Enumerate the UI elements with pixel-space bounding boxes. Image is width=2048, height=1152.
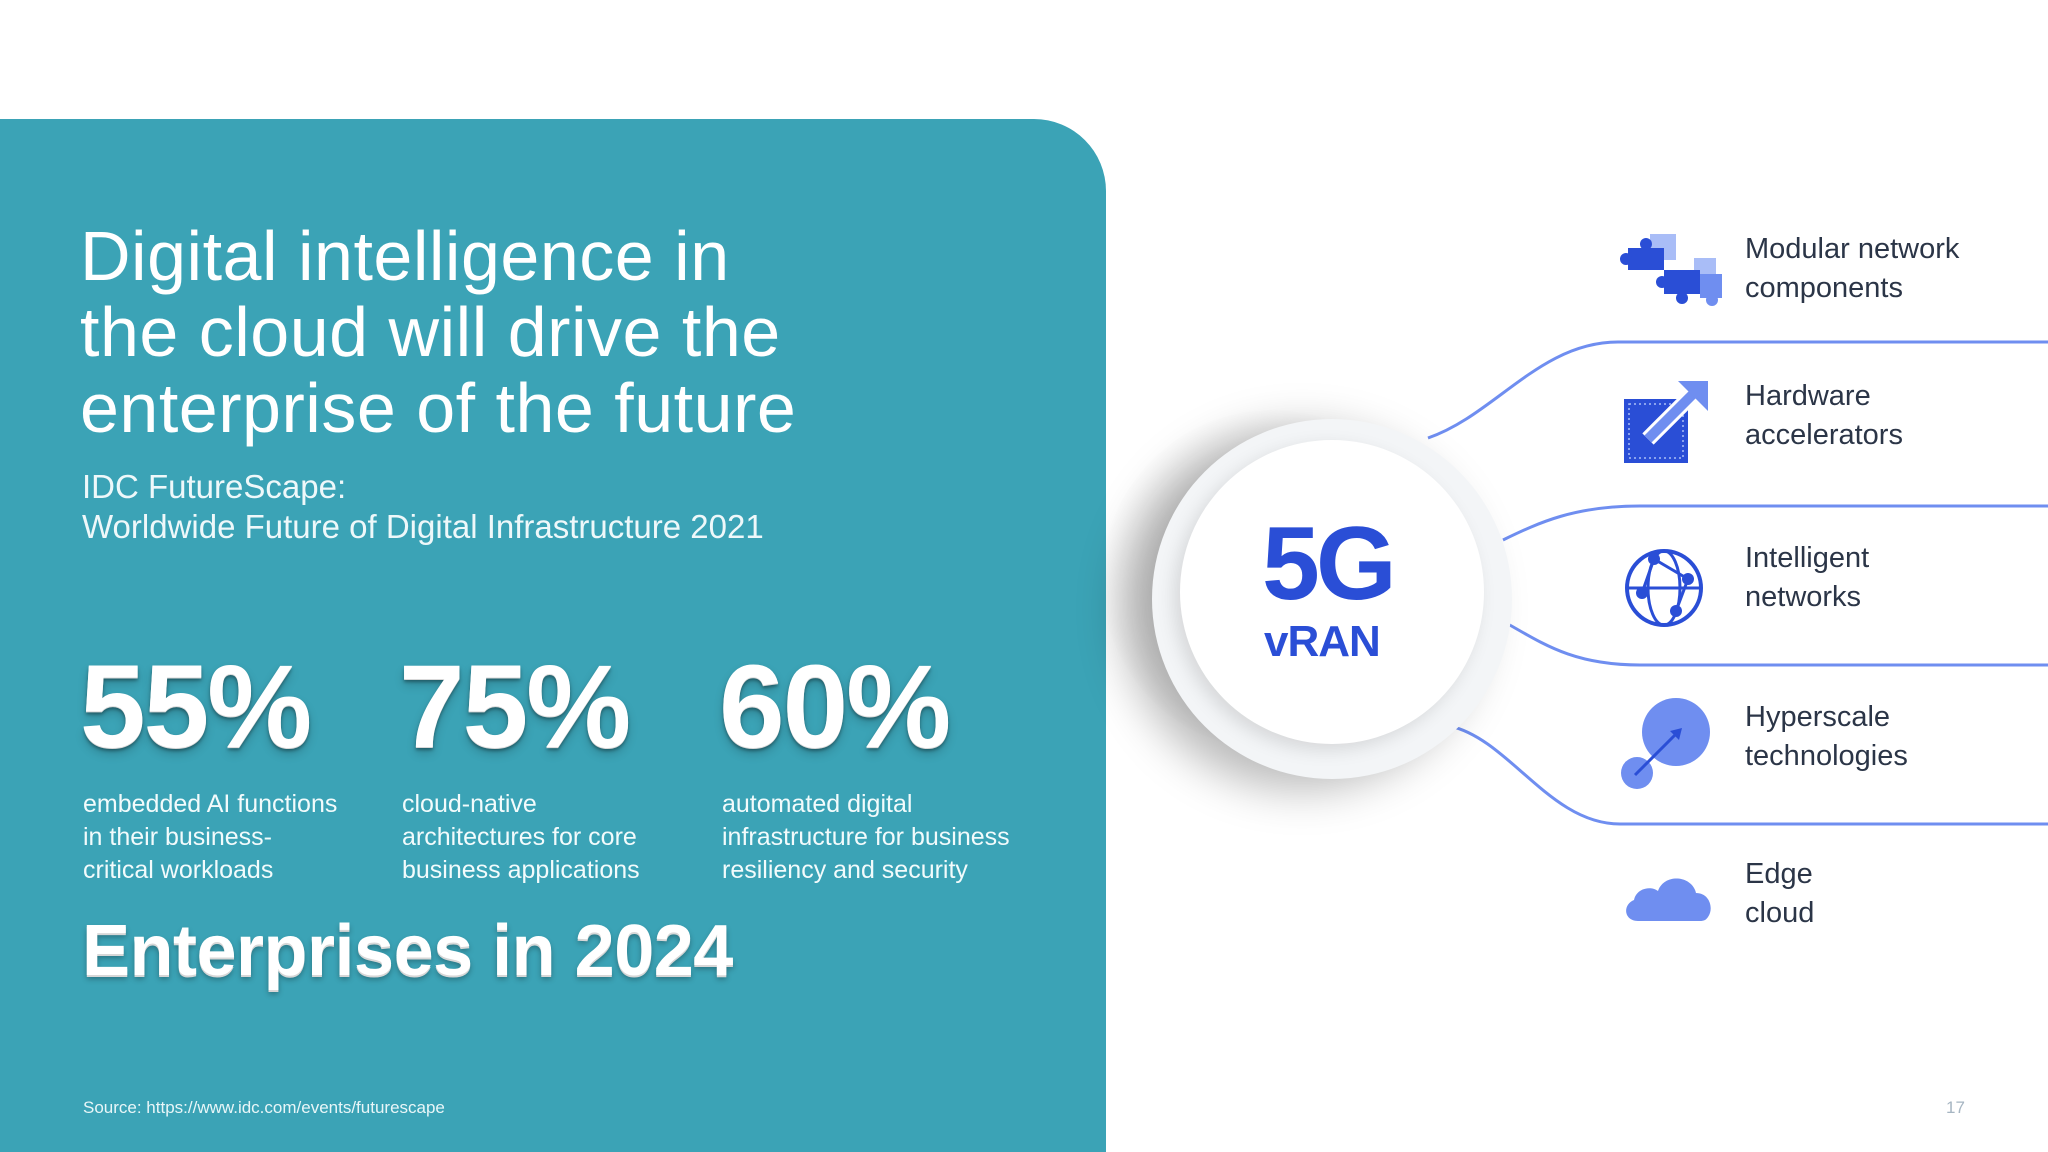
left-panel [0,119,1106,1152]
feature-label-line: accelerators [1745,419,1903,451]
feature-label-line: networks [1745,581,1862,613]
stat-desc-line: in their business- [83,823,272,851]
stat-60: 60% automated digital infrastructure for… [719,645,1079,887]
stat-description: embedded AI functions in their business-… [80,788,400,887]
connector-line [1427,340,2048,440]
stat-desc-line: embedded AI functions [83,790,338,818]
stat-value: 60% [719,641,951,773]
page-number: 17 [1946,1098,1965,1117]
stat-description: cloud-native architectures for core busi… [399,788,719,887]
feature-label: Intelligent networks [1745,539,2005,617]
stat-desc-line: architectures for core [402,823,637,851]
source-note: Source: https://www.idc.com/events/futur… [83,1098,445,1117]
feature-edge-cloud: Edge cloud [1618,855,1918,965]
feature-label-line: technologies [1745,740,1908,772]
hub-subtitle: vRAN [1264,617,1381,666]
feature-label-line: Edge [1745,858,1813,890]
feature-hyperscale-technologies: Hyperscale technologies [1618,698,1918,808]
globe-network-icon [1625,549,1703,627]
headline: Digital intelligence in the cloud will d… [80,218,900,446]
feature-label: Hyperscale technologies [1745,698,2005,776]
subtitle-line: IDC FutureScape: [82,468,347,505]
feature-label-line: Hyperscale [1745,701,1891,733]
subtitle: IDC FutureScape: Worldwide Future of Dig… [82,467,764,547]
connector-line [1507,622,2048,667]
stat-description: automated digital infrastructure for bus… [719,788,1079,887]
stat-75: 75% cloud-native architectures for core … [399,645,719,887]
stat-value: 75% [399,641,631,773]
feature-label: Edge cloud [1745,855,2005,933]
feature-label: Hardware accelerators [1745,377,2005,455]
connector-line [1449,724,2048,826]
chip-arrow-icon [1624,381,1708,463]
stat-55: 55% embedded AI functions in their busin… [80,645,400,887]
puzzle-icon [1620,234,1722,306]
stat-desc-line: automated digital [722,790,913,818]
feature-label-line: cloud [1745,897,1815,929]
cloud-icon [1626,878,1711,921]
feature-label-line: Modular network [1745,233,1960,265]
connector-line [1502,504,2048,542]
stat-desc-line: resiliency and security [722,856,968,884]
stat-desc-line: business applications [402,856,640,884]
headline-line: the cloud will drive the [80,293,781,371]
subtitle-line: Worldwide Future of Digital Infrastructu… [82,508,764,545]
hub-title: 5G [1262,506,1397,622]
feature-label-line: Hardware [1745,380,1871,412]
feature-modular-network: Modular network components [1618,230,1959,340]
feature-label: Modular network components [1745,230,2005,308]
stats-caption: Enterprises in 2024 [82,911,733,991]
feature-hardware-accelerators: Hardware accelerators [1618,377,1918,487]
scale-circles-icon [1621,698,1710,789]
stat-desc-line: cloud-native [402,790,537,818]
headline-line: Digital intelligence in [80,217,730,295]
feature-intelligent-networks: Intelligent networks [1618,539,1918,649]
feature-label-line: Intelligent [1745,542,1870,574]
hub-circle [1180,440,1484,744]
feature-label-line: components [1745,272,1903,304]
stat-value: 55% [80,641,312,773]
stat-desc-line: critical workloads [83,856,274,884]
headline-line: enterprise of the future [80,369,797,447]
stat-desc-line: infrastructure for business [722,823,1010,851]
